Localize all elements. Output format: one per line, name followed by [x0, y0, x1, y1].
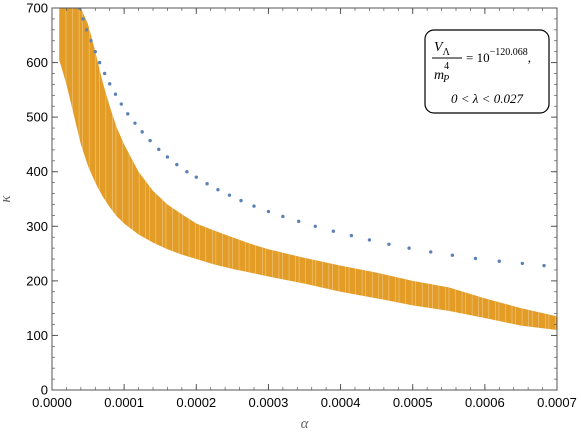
- y-tick-label: 100: [26, 328, 48, 343]
- boundary-point: [133, 121, 137, 125]
- boundary-point: [313, 224, 318, 228]
- boundary-point: [297, 219, 301, 224]
- boundary-point: [205, 182, 209, 186]
- boundary-point: [93, 49, 97, 54]
- boundary-point: [97, 60, 102, 65]
- boundary-point: [542, 263, 546, 268]
- boundary-point: [450, 253, 455, 257]
- boundary-point: [185, 170, 189, 174]
- boundary-point: [387, 242, 391, 246]
- y-tick-label: 200: [26, 273, 48, 288]
- boundary-point: [497, 259, 501, 263]
- boundary-point: [165, 155, 170, 159]
- boundary-point: [239, 198, 243, 203]
- boundary-point: [102, 71, 107, 76]
- boundary-point: [367, 238, 372, 242]
- plot-frame: [51, 7, 558, 391]
- boundary-point: [473, 256, 478, 261]
- boundary-point: [89, 39, 93, 43]
- boundary-point: [175, 162, 179, 167]
- x-tick-label: 0.0002: [176, 395, 216, 410]
- boundary-point: [119, 102, 123, 106]
- boundary-point: [331, 229, 336, 233]
- annotation-lambda-range: 0 < λ < 0.027: [451, 91, 523, 106]
- x-tick-label: 0.0000: [32, 395, 72, 410]
- boundary-point: [252, 204, 256, 208]
- y-tick-label: 400: [26, 164, 48, 179]
- ticks-layer: 0.0000 0.0001 0.0002 0.0003 0.0004 0.0005 0.00…: [26, 1, 577, 411]
- annotation-numerator: VΛ: [434, 40, 451, 58]
- boundary-point: [216, 188, 220, 192]
- boundary-point: [81, 17, 85, 21]
- x-tick-label: 0.0003: [249, 395, 289, 410]
- annotation-box: VΛ m4 P = 10−120.068, 0 < λ < 0.027: [424, 29, 550, 114]
- boundary-point: [429, 250, 433, 254]
- boundary-point: [349, 233, 354, 238]
- boundary-point: [407, 246, 411, 250]
- x-tick-label: 0.0006: [465, 395, 505, 410]
- x-axis-label: α: [301, 416, 310, 432]
- x-tick-label: 0.0007: [537, 395, 577, 410]
- y-tick-label: 700: [26, 1, 48, 16]
- boundary-point: [227, 193, 232, 197]
- y-tick-label: 300: [26, 219, 48, 234]
- y-tick-label: 0: [41, 383, 48, 398]
- boundary-point: [148, 138, 152, 143]
- x-tick-label: 0.0001: [104, 395, 144, 410]
- boundary-point: [84, 28, 89, 32]
- annotation-denominator: m4 P: [434, 61, 449, 85]
- boundary-point: [281, 214, 285, 219]
- boundary-point: [108, 82, 112, 86]
- x-tick-label: 0.0004: [321, 395, 361, 410]
- boundary-point: [266, 209, 271, 214]
- boundary-point: [157, 147, 161, 152]
- y-tick-label: 600: [26, 55, 48, 70]
- annotation-border: [424, 29, 550, 114]
- annotation-rhs: = 10−120.068,: [466, 47, 531, 65]
- y-axis-label: κ: [0, 195, 14, 203]
- y-tick-label: 500: [26, 110, 48, 125]
- boundary-point: [194, 175, 198, 179]
- x-tick-label: 0.0005: [393, 395, 433, 410]
- feasible-band-region: [59, 8, 557, 330]
- boundary-point: [126, 112, 130, 116]
- boundary-point: [113, 92, 118, 96]
- boundary-point: [520, 261, 525, 266]
- boundary-point: [140, 130, 144, 134]
